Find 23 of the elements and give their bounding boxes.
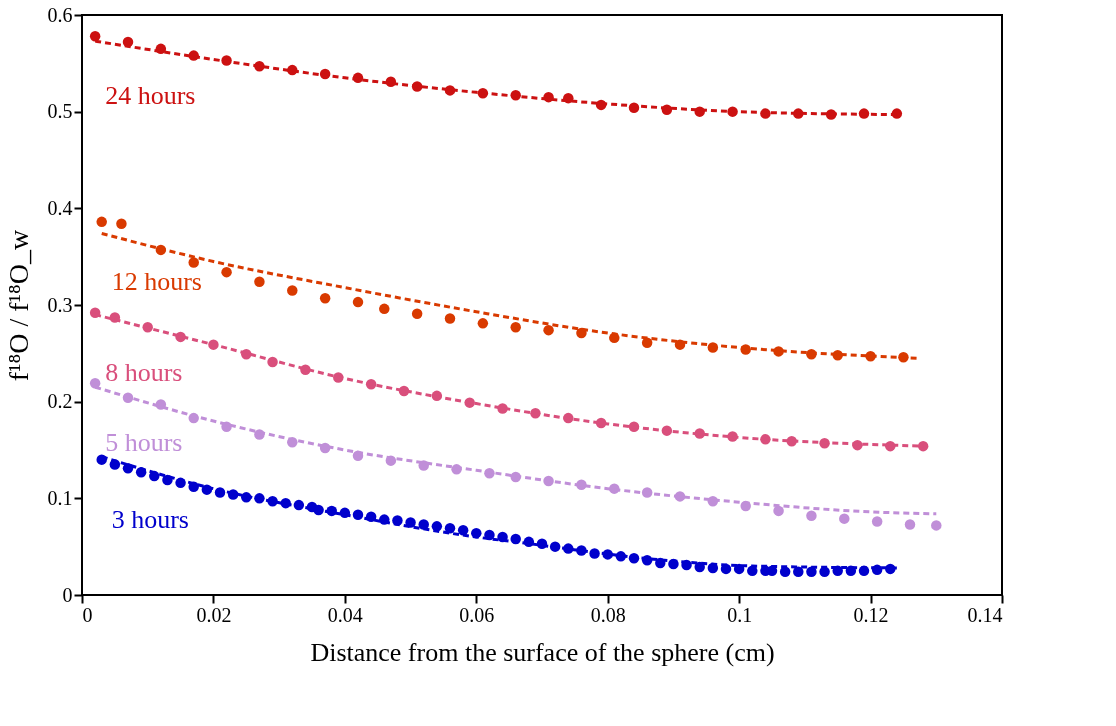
y-axis-title: f¹⁸O / f¹⁸O_w xyxy=(2,229,34,382)
series-label: 5 hours xyxy=(105,428,183,458)
y-tick-label: 0.1 xyxy=(47,486,73,509)
y-tick-label: 0.3 xyxy=(47,293,73,316)
y-tick-label: 0.6 xyxy=(47,3,73,26)
x-tick-label: 0.06 xyxy=(459,603,495,626)
series-label: 8 hours xyxy=(105,357,183,387)
series-label: 12 hours xyxy=(111,266,202,296)
x-tick-label: 0.14 xyxy=(967,603,1003,626)
y-tick-label: 0.4 xyxy=(47,196,73,219)
y-tick-label: 0 xyxy=(62,583,73,606)
x-axis-title: Distance from the surface of the sphere (cm) xyxy=(310,637,775,667)
x-tick-label: 0.12 xyxy=(853,603,889,626)
y-tick-label: 0.2 xyxy=(47,390,73,413)
y-tick-label: 0.5 xyxy=(47,100,73,123)
x-tick-label: 0.04 xyxy=(327,603,363,626)
line-series xyxy=(100,231,919,360)
x-tick-label: 0.02 xyxy=(196,603,232,626)
x-tick-label: 0.08 xyxy=(590,603,626,626)
series-label: 24 hours xyxy=(105,81,196,111)
series-label: 3 hours xyxy=(111,504,189,534)
x-tick-label: 0 xyxy=(82,603,93,626)
x-tick-label: 0.1 xyxy=(727,603,753,626)
